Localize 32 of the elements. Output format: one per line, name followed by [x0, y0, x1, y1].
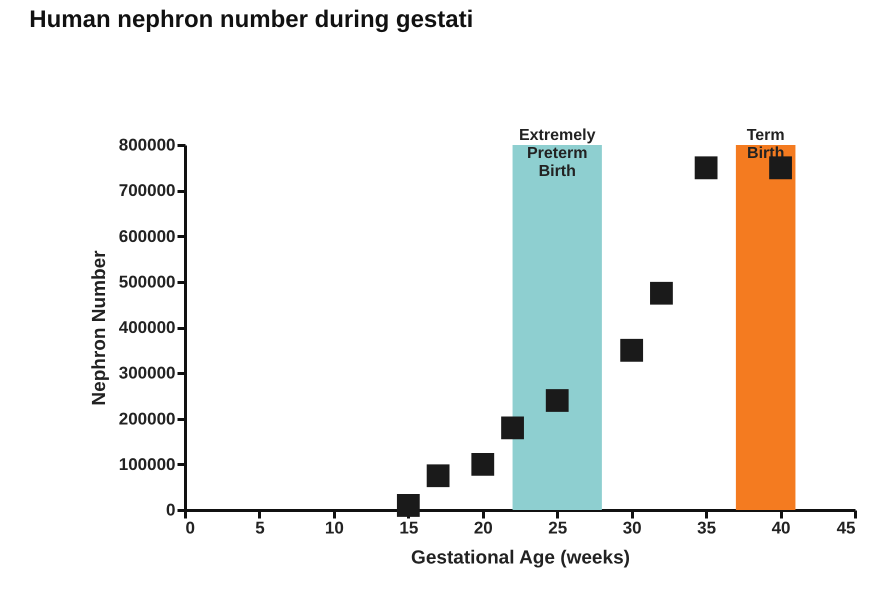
point	[546, 389, 569, 412]
point	[396, 494, 420, 517]
x-tick-label: 0	[186, 518, 195, 538]
band-label: Extremely Preterm Birth	[518, 127, 596, 180]
point	[501, 416, 524, 440]
x-tick-label: 45	[836, 518, 856, 538]
x-tick-label: 5	[255, 518, 265, 538]
y-tick-label: 800000	[118, 136, 176, 154]
x-axis-title: Gestational Age (weeks)	[411, 548, 630, 568]
y-tick-label: 500000	[118, 272, 176, 292]
y-tick-label: 100000	[118, 454, 176, 474]
y-tick-label: 0	[166, 500, 176, 520]
point	[471, 452, 494, 476]
x-tick-label: 40	[772, 518, 791, 538]
y-tick-label: 700000	[118, 181, 176, 200]
y-tick-label: 400000	[118, 318, 176, 337]
x-tick-label: 10	[324, 518, 344, 538]
x-tick-label: 30	[622, 518, 642, 538]
x-tick-label: 20	[474, 518, 493, 538]
point	[694, 156, 718, 180]
y-axis-title: Nephron Number	[88, 250, 110, 406]
y-tick-label: 300000	[118, 364, 176, 383]
point	[650, 282, 673, 305]
chart-title: Human nephron number during gestati	[29, 6, 474, 33]
point	[769, 156, 792, 180]
point	[426, 464, 450, 488]
x-tick-label: 15	[399, 518, 418, 538]
x-tick-label: 35	[697, 518, 716, 538]
y-tick-label: 600000	[118, 226, 176, 246]
point	[620, 338, 644, 362]
y-tick-label: 200000	[118, 409, 176, 428]
x-tick-label: 25	[548, 518, 568, 538]
